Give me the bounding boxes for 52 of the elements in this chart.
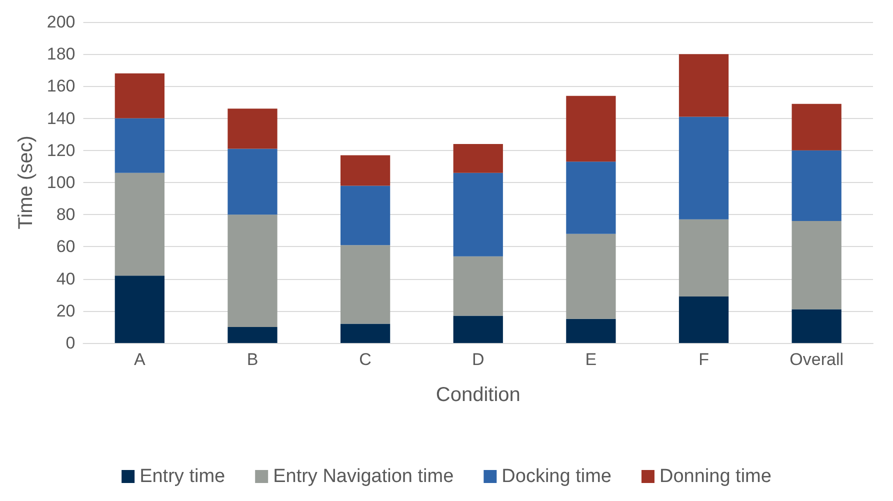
bar xyxy=(114,73,164,118)
bar xyxy=(453,256,503,316)
y-tick-label: 40 xyxy=(56,269,76,288)
bar xyxy=(453,172,503,256)
y-tick-label: 180 xyxy=(46,44,76,64)
bar xyxy=(792,150,842,222)
y-tick-label: 60 xyxy=(56,237,76,256)
legend-label: Docking time xyxy=(502,466,612,487)
bar xyxy=(566,96,616,162)
bar xyxy=(340,324,390,343)
bar xyxy=(678,296,729,343)
bar xyxy=(453,316,503,343)
x-tick-label: Overall xyxy=(790,350,844,369)
bar xyxy=(566,318,616,343)
y-tick-label: 100 xyxy=(46,173,76,192)
x-tick-label: F xyxy=(698,350,709,369)
bar xyxy=(792,221,842,310)
bar xyxy=(228,214,278,327)
bar xyxy=(228,326,278,343)
y-tick-label: 160 xyxy=(46,76,76,96)
y-axis-title: Time (sec) xyxy=(15,136,37,230)
bar xyxy=(114,118,164,173)
bar xyxy=(114,172,164,276)
bar xyxy=(340,245,390,324)
y-tick-label: 80 xyxy=(56,205,76,224)
bar xyxy=(566,162,616,234)
bar xyxy=(678,219,729,296)
x-tick-label: A xyxy=(134,350,146,369)
x-tick-label: D xyxy=(472,350,484,369)
x-tick-label: B xyxy=(246,350,258,369)
bar xyxy=(228,108,278,149)
bar xyxy=(228,148,278,215)
x-axis-title: Condition xyxy=(436,384,520,406)
bar xyxy=(340,186,390,246)
bar xyxy=(792,104,842,150)
bar xyxy=(678,116,729,220)
x-tick-label: E xyxy=(585,350,597,369)
y-tick-label: 20 xyxy=(56,301,76,320)
x-tick-label: C xyxy=(359,350,372,369)
bar xyxy=(566,234,616,319)
y-tick-label: 200 xyxy=(46,12,76,32)
legend-label: Donning time xyxy=(659,466,772,487)
bar xyxy=(340,155,390,186)
y-tick-label: 0 xyxy=(66,334,76,352)
legend-label: Entry time xyxy=(140,466,226,487)
bar xyxy=(453,144,503,173)
legend-label: Entry Navigation time xyxy=(273,466,454,487)
y-tick-label: 120 xyxy=(46,140,76,160)
bar xyxy=(678,54,729,117)
bar xyxy=(792,309,842,343)
bar xyxy=(114,276,164,343)
y-tick-label: 140 xyxy=(46,108,76,128)
